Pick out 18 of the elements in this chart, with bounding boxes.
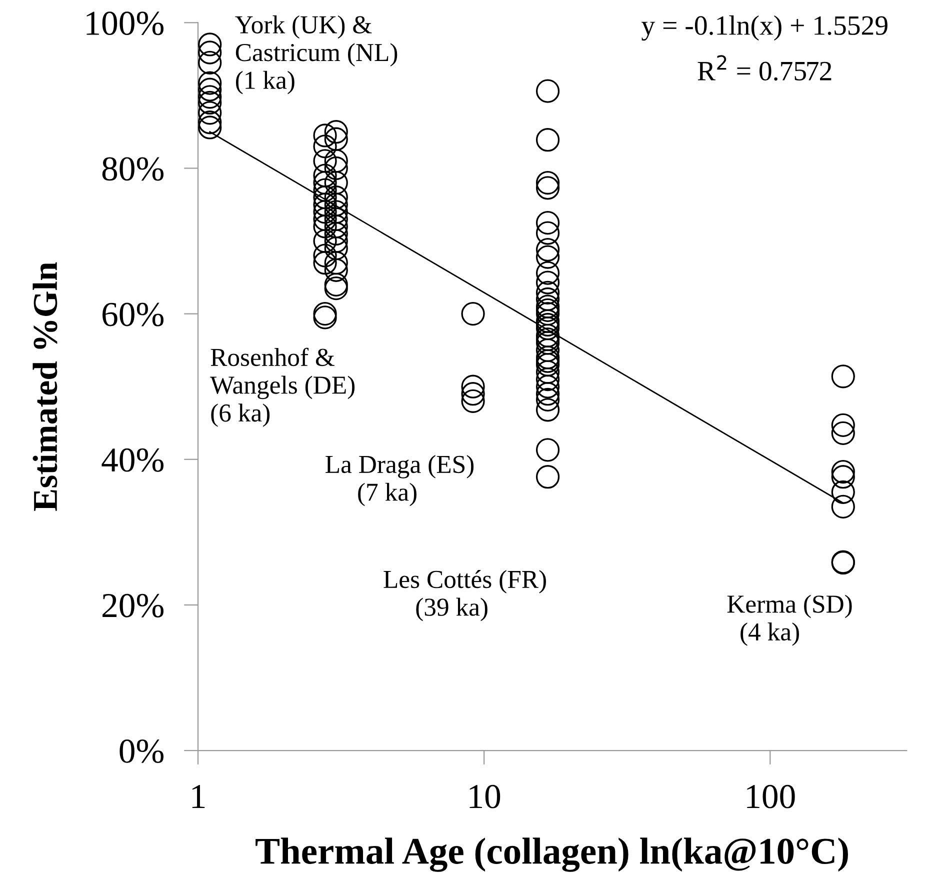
y-axis-title: Estimated %Gln (32, 262, 58, 511)
annotation: y = -0.1ln(x) + 1.5529 (642, 15, 888, 41)
y-tick-label: 100% (86, 12, 164, 36)
y-tick-label: 80% (102, 157, 164, 181)
x-tick-label: 10 (470, 784, 500, 808)
x-axis-title: Thermal Age (collagen) ln(ka@10°C) (256, 838, 848, 872)
annotation: R$^{2}$ = 0.7572 (698, 55, 832, 81)
annotation: Kerma (SD) (4 ka) (727, 594, 852, 646)
annotation: Les Cottés (FR) (39 ka) (384, 570, 546, 622)
y-tick-label: 0% (120, 739, 164, 764)
x-tick-label: 100 (747, 784, 795, 808)
y-tick-label: 20% (102, 594, 164, 618)
annotation: La Draga (ES) (7 ka) (326, 455, 474, 506)
y-tick-label: 40% (102, 448, 164, 472)
annotation: York (UK) & Castricum (NL) (1 ka) (235, 15, 398, 94)
x-tick-label: 1 (192, 785, 205, 808)
y-tick-label: 60% (102, 302, 164, 326)
annotation: Rosenhof & Wangels (DE) (6 ka) (210, 348, 355, 427)
